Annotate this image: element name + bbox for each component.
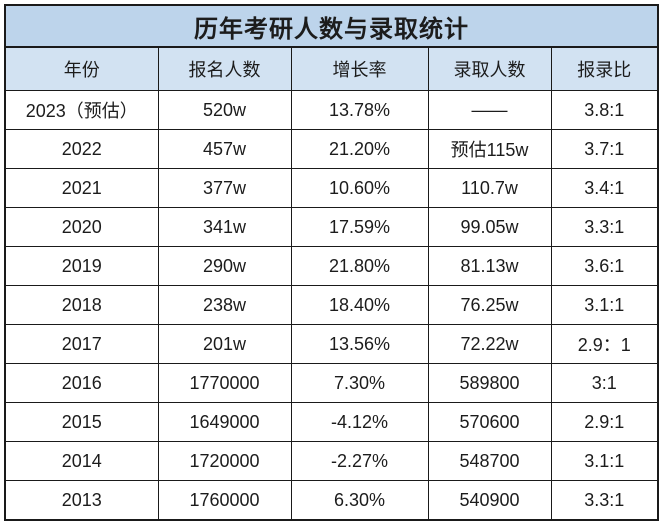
cell-admitted: 99.05w (427, 207, 552, 247)
cell-applicants: 341w (157, 207, 292, 247)
table-row: 2015 1649000 -4.12% 570600 2.9:1 (4, 402, 659, 442)
cell-applicants: 1720000 (157, 441, 292, 481)
cell-applicants: 377w (157, 168, 292, 208)
cell-ratio: 3.1:1 (550, 285, 659, 325)
cell-year: 2022 (4, 129, 159, 169)
cell-admitted: 548700 (427, 441, 552, 481)
cell-year: 2020 (4, 207, 159, 247)
table-title: 历年考研人数与录取统计 (4, 4, 659, 48)
cell-growth-rate: 13.78% (290, 90, 429, 130)
cell-year: 2015 (4, 402, 159, 442)
cell-ratio: 3.8:1 (550, 90, 659, 130)
table-row: 2020 341w 17.59% 99.05w 3.3:1 (4, 207, 659, 247)
table-row: 2014 1720000 -2.27% 548700 3.1:1 (4, 441, 659, 481)
cell-year: 2023（预估） (4, 90, 159, 130)
cell-admitted: 76.25w (427, 285, 552, 325)
cell-ratio: 3.3:1 (550, 207, 659, 247)
cell-applicants: 290w (157, 246, 292, 286)
column-header-growth-rate: 增长率 (290, 46, 429, 91)
column-header-admitted: 录取人数 (427, 46, 552, 91)
header-row: 年份 报名人数 增长率 录取人数 报录比 (4, 46, 659, 91)
cell-admitted: 570600 (427, 402, 552, 442)
table-row: 2017 201w 13.56% 72.22w 2.9：1 (4, 324, 659, 364)
cell-growth-rate: 21.80% (290, 246, 429, 286)
cell-year: 2017 (4, 324, 159, 364)
cell-admitted: 72.22w (427, 324, 552, 364)
cell-growth-rate: 21.20% (290, 129, 429, 169)
cell-growth-rate: 18.40% (290, 285, 429, 325)
cell-year: 2014 (4, 441, 159, 481)
title-row: 历年考研人数与录取统计 (4, 4, 659, 48)
cell-growth-rate: 17.59% (290, 207, 429, 247)
cell-applicants: 1770000 (157, 363, 292, 403)
cell-growth-rate: 6.30% (290, 480, 429, 521)
cell-ratio: 3.3:1 (550, 480, 659, 521)
cell-ratio: 3.7:1 (550, 129, 659, 169)
column-header-ratio: 报录比 (550, 46, 659, 91)
cell-admitted: —— (427, 90, 552, 130)
table-row: 2018 238w 18.40% 76.25w 3.1:1 (4, 285, 659, 325)
cell-ratio: 3.1:1 (550, 441, 659, 481)
cell-ratio: 3.6:1 (550, 246, 659, 286)
table-row: 2016 1770000 7.30% 589800 3:1 (4, 363, 659, 403)
cell-ratio: 2.9:1 (550, 402, 659, 442)
exam-stats-table: 历年考研人数与录取统计 年份 报名人数 增长率 录取人数 报录比 2023（预估… (4, 4, 660, 521)
cell-growth-rate: 7.30% (290, 363, 429, 403)
cell-admitted: 110.7w (427, 168, 552, 208)
cell-applicants: 520w (157, 90, 292, 130)
cell-applicants: 1760000 (157, 480, 292, 521)
cell-admitted: 预估115w (427, 129, 552, 169)
cell-ratio: 2.9：1 (550, 324, 659, 364)
cell-ratio: 3.4:1 (550, 168, 659, 208)
cell-year: 2016 (4, 363, 159, 403)
cell-year: 2019 (4, 246, 159, 286)
table-row: 2019 290w 21.80% 81.13w 3.6:1 (4, 246, 659, 286)
table-row: 2021 377w 10.60% 110.7w 3.4:1 (4, 168, 659, 208)
cell-admitted: 540900 (427, 480, 552, 521)
cell-applicants: 457w (157, 129, 292, 169)
table-row: 2022 457w 21.20% 预估115w 3.7:1 (4, 129, 659, 169)
cell-growth-rate: 13.56% (290, 324, 429, 364)
cell-ratio: 3:1 (550, 363, 659, 403)
cell-growth-rate: -2.27% (290, 441, 429, 481)
cell-admitted: 589800 (427, 363, 552, 403)
cell-applicants: 1649000 (157, 402, 292, 442)
cell-year: 2018 (4, 285, 159, 325)
cell-year: 2021 (4, 168, 159, 208)
cell-applicants: 201w (157, 324, 292, 364)
table-row: 2013 1760000 6.30% 540900 3.3:1 (4, 480, 659, 521)
cell-growth-rate: -4.12% (290, 402, 429, 442)
cell-year: 2013 (4, 480, 159, 521)
table-row: 2023（预估） 520w 13.78% —— 3.8:1 (4, 90, 659, 130)
column-header-year: 年份 (4, 46, 159, 91)
cell-admitted: 81.13w (427, 246, 552, 286)
cell-growth-rate: 10.60% (290, 168, 429, 208)
column-header-applicants: 报名人数 (157, 46, 292, 91)
cell-applicants: 238w (157, 285, 292, 325)
